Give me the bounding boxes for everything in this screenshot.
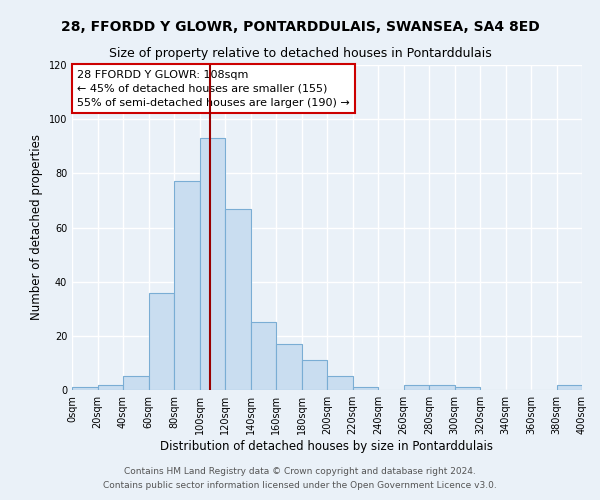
Bar — [149, 292, 174, 390]
Text: 28 FFORDD Y GLOWR: 108sqm
← 45% of detached houses are smaller (155)
55% of semi: 28 FFORDD Y GLOWR: 108sqm ← 45% of detac… — [77, 70, 350, 108]
Text: 28, FFORDD Y GLOWR, PONTARDDULAIS, SWANSEA, SA4 8ED: 28, FFORDD Y GLOWR, PONTARDDULAIS, SWANS… — [61, 20, 539, 34]
Bar — [72, 388, 97, 390]
Bar — [557, 384, 582, 390]
Bar — [327, 376, 353, 390]
Bar — [429, 384, 455, 390]
Text: Size of property relative to detached houses in Pontarddulais: Size of property relative to detached ho… — [109, 48, 491, 60]
Bar — [174, 182, 199, 390]
Bar — [455, 388, 480, 390]
Bar — [353, 388, 378, 390]
Bar — [97, 384, 123, 390]
Bar — [251, 322, 276, 390]
X-axis label: Distribution of detached houses by size in Pontarddulais: Distribution of detached houses by size … — [161, 440, 493, 453]
Bar — [302, 360, 327, 390]
Bar — [225, 208, 251, 390]
Bar — [123, 376, 149, 390]
Bar — [276, 344, 302, 390]
Bar — [199, 138, 225, 390]
Y-axis label: Number of detached properties: Number of detached properties — [30, 134, 43, 320]
Bar — [404, 384, 429, 390]
Text: Contains HM Land Registry data © Crown copyright and database right 2024.
Contai: Contains HM Land Registry data © Crown c… — [103, 468, 497, 489]
